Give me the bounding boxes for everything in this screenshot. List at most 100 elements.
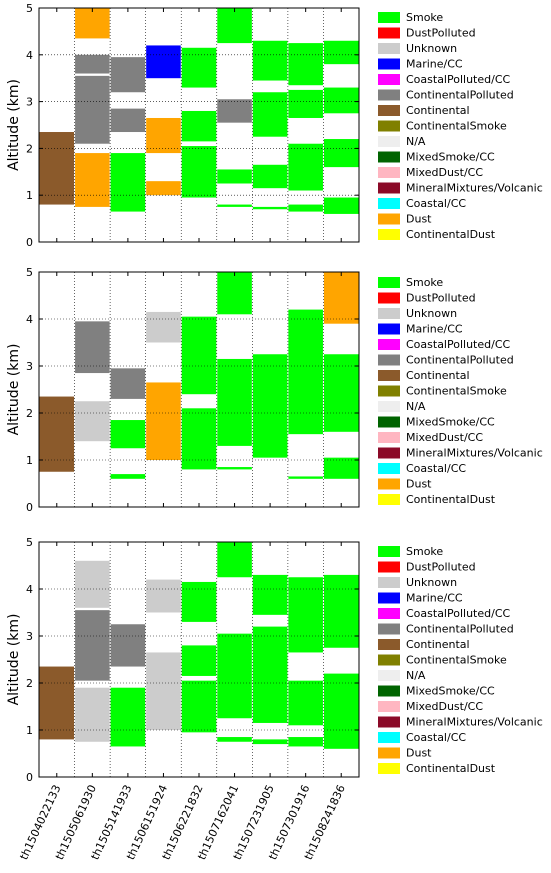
legend-swatch xyxy=(378,432,400,443)
legend-label: ContinentalPolluted xyxy=(406,623,514,636)
layer-bar-smoke xyxy=(288,476,323,479)
legend-swatch xyxy=(378,654,400,666)
layer-bar-unknown xyxy=(146,579,181,613)
layer-bar-smoke xyxy=(217,633,252,719)
layer-bar-smoke xyxy=(181,408,217,470)
legend-label: MineralMixtures/Volcanic xyxy=(406,716,543,729)
legend-label: N/A xyxy=(406,135,426,148)
legend-label: DustPolluted xyxy=(406,561,476,574)
legend-swatch xyxy=(378,120,400,132)
legend-label: N/A xyxy=(406,400,426,413)
legend-swatch xyxy=(378,370,400,381)
layer-bar-smoke xyxy=(181,146,217,198)
layer-bar-smoke xyxy=(181,680,217,733)
legend-swatch xyxy=(378,151,400,163)
layer-bar-smoke xyxy=(252,40,288,81)
layer-bar-smoke xyxy=(252,164,288,189)
layer-bar-smoke xyxy=(288,577,323,653)
legend-label: Dust xyxy=(406,213,432,226)
layer-bar-smoke xyxy=(252,354,288,458)
y-tick-label: 0 xyxy=(26,771,33,784)
legend-label: MixedSmoke/CC xyxy=(406,685,495,698)
layer-bar-smoke xyxy=(288,43,323,86)
y-tick-label: 2 xyxy=(26,142,33,155)
legend: Smoke DustPolluted Unknown Marine/CC Coastal… xyxy=(378,11,543,241)
legend-swatch xyxy=(378,198,400,209)
layer-bar-smoke xyxy=(288,680,323,726)
y-tick-label: 3 xyxy=(26,96,33,109)
layer-bar-smoke xyxy=(217,542,252,578)
layer-bar-dust xyxy=(146,382,181,460)
layer-bar-smoke xyxy=(217,169,252,184)
layer-bar-smoke xyxy=(323,354,359,432)
legend-swatch xyxy=(378,546,400,557)
layer-bar-continentalpolluted xyxy=(75,54,110,74)
legend-swatch xyxy=(378,277,400,288)
y-axis-label: Altitude (km) xyxy=(6,79,22,171)
legend-label: ContinentalSmoke xyxy=(406,120,507,133)
layer-bar-continentalpolluted xyxy=(110,368,146,399)
legend-swatch xyxy=(378,494,400,505)
y-tick-label: 3 xyxy=(26,630,33,643)
legend-swatch xyxy=(378,27,400,39)
layer-bar-smoke xyxy=(323,40,359,65)
legend-label: Marine/CC xyxy=(406,323,463,336)
layer-bar-unknown xyxy=(75,687,110,742)
legend-swatch xyxy=(378,323,400,335)
legend-label: ContinentalDust xyxy=(406,493,496,506)
legend-label: Unknown xyxy=(406,307,457,320)
legend-label: Continental xyxy=(406,638,470,651)
legend-label: MixedSmoke/CC xyxy=(406,416,495,429)
y-tick-label: 0 xyxy=(26,236,33,249)
legend-swatch xyxy=(378,136,400,147)
layer-bar-unknown xyxy=(146,311,181,343)
layer-bar-smoke xyxy=(217,272,252,315)
layer-bar-smoke xyxy=(217,358,252,446)
legend-swatch xyxy=(378,716,400,728)
layer-bar-continentalpolluted xyxy=(217,99,252,123)
legend-label: Unknown xyxy=(406,42,457,55)
legend-swatch xyxy=(378,354,400,366)
layer-bar-smoke xyxy=(110,474,146,479)
legend-swatch xyxy=(378,701,400,712)
legend-swatch xyxy=(378,732,400,743)
chart-panel-3: 0 1 2 3 4 5 Altitude (km) Smoke DustPolluted Unkn… xyxy=(6,536,543,862)
legend-swatch xyxy=(378,292,400,304)
chart-panel-1: 0 1 2 3 4 5 Altitude (km) Smoke DustPolluted Unkn… xyxy=(6,2,543,249)
layer-bar-smoke xyxy=(181,581,217,622)
layer-bar-unknown xyxy=(75,401,110,442)
legend-swatch xyxy=(378,89,400,101)
legend-swatch xyxy=(378,58,400,70)
y-tick-label: 2 xyxy=(26,407,33,420)
layer-bar-smoke xyxy=(181,110,217,142)
legend-label: DustPolluted xyxy=(406,292,476,305)
legend-label: Dust xyxy=(406,478,432,491)
legend-label: Marine/CC xyxy=(406,592,463,605)
legend-swatch xyxy=(378,623,400,635)
layer-bar-smoke xyxy=(181,645,217,676)
layer-bar-dust xyxy=(75,153,110,207)
y-axis-label: Altitude (km) xyxy=(6,344,22,436)
layer-bar-smoke xyxy=(252,574,288,615)
legend-label: MixedDust/CC xyxy=(406,431,483,444)
legend-label: Coastal/CC xyxy=(406,197,466,210)
y-tick-label: 5 xyxy=(26,2,33,15)
layer-bar-continental xyxy=(39,396,75,472)
legend-label: ContinentalDust xyxy=(406,762,496,775)
layer-bar-smoke xyxy=(288,737,323,747)
legend-swatch xyxy=(378,416,400,428)
y-tick-label: 3 xyxy=(26,360,33,373)
legend-label: MineralMixtures/Volcanic xyxy=(406,182,543,195)
layer-bar-continentalpolluted xyxy=(110,624,146,667)
legend-label: DustPolluted xyxy=(406,27,476,40)
legend-swatch xyxy=(378,213,400,225)
legend-label: Smoke xyxy=(406,545,443,558)
layer-bar-smoke xyxy=(252,206,288,210)
legend: Smoke DustPolluted Unknown Marine/CC Coastal… xyxy=(378,276,543,506)
legend-label: Coastal/CC xyxy=(406,462,466,475)
layer-bar-smoke xyxy=(181,316,217,395)
legend-swatch xyxy=(378,463,400,474)
layer-bar-continentalpolluted xyxy=(75,321,110,374)
legend-label: CoastalPolluted/CC xyxy=(406,73,510,86)
